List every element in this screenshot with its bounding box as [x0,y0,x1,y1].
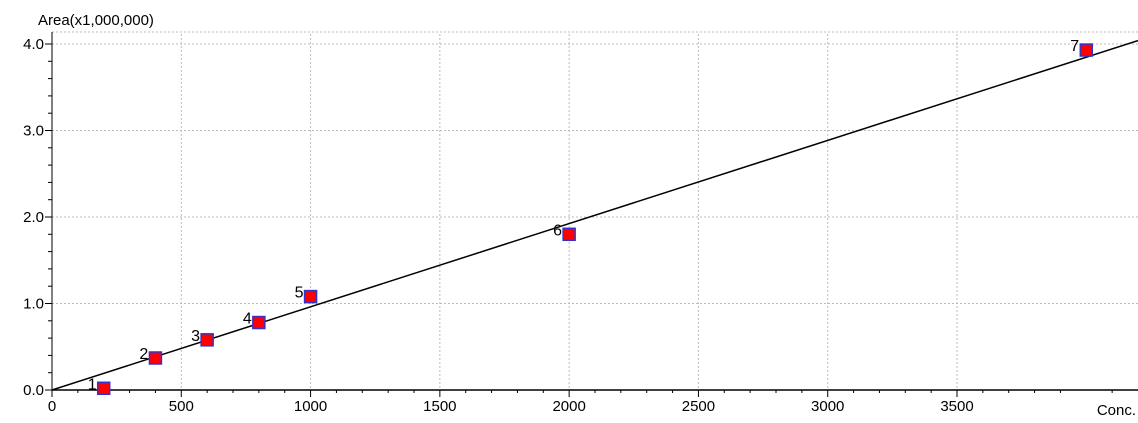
x-tick-label: 500 [169,398,194,415]
data-point-label: 1 [88,376,97,393]
data-point-5 [303,289,318,304]
y-tick-labels: 0.0 1.0 2.0 3.0 4.0 [23,36,44,399]
data-point-4 [252,315,266,330]
x-tick-label: 3500 [940,398,973,415]
y-axis-title: Area(x1,000,000) [38,12,154,29]
x-tick-labels: 0 500 1000 1500 2000 2500 3000 3500 [48,398,974,415]
fit-line-group [51,39,1138,391]
x-tick-label: 1000 [294,398,327,415]
x-tick-label: 2000 [552,398,585,415]
y-tick-label: 3.0 [23,123,44,140]
x-tick-label: 0 [48,398,56,415]
data-point-label: 4 [243,311,252,328]
y-tick-label: 0.0 [23,382,44,399]
x-tick-label: 3000 [811,398,844,415]
x-tick-label: 2500 [682,398,715,415]
data-point-label: 7 [1070,38,1079,55]
x-axis-title: Conc. [1097,402,1136,419]
grid-lines [52,31,1138,390]
y-tick-label: 1.0 [23,296,44,313]
data-point-label: 3 [191,328,200,345]
data-point-label: 2 [139,346,148,363]
data-point-label: 5 [295,285,304,302]
data-point-7 [1079,43,1094,57]
data-point-2 [148,351,163,365]
y-tick-label: 4.0 [23,36,44,53]
data-points: 1 2 3 4 5 6 7 [88,38,1094,396]
data-point-label: 6 [553,222,562,239]
x-tick-label: 1500 [423,398,456,415]
data-point-1 [96,381,111,396]
data-point-6 [562,227,576,242]
axes [45,32,1138,397]
data-point-3 [200,333,214,347]
y-tick-label: 2.0 [23,209,44,226]
fit-line [51,39,1138,391]
